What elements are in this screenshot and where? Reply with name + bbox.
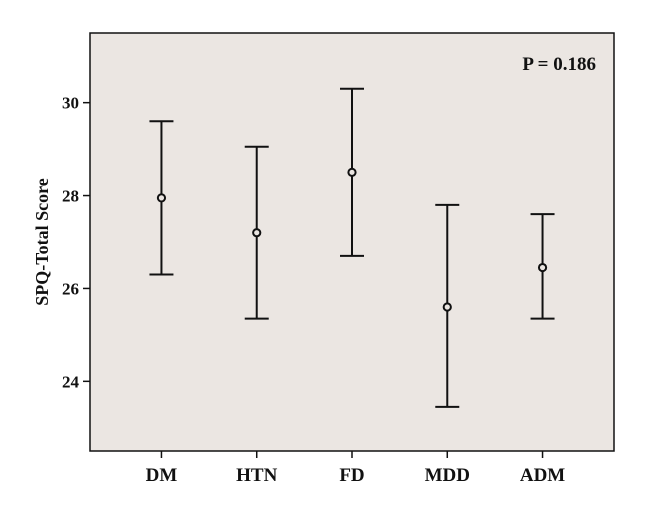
mean-point (156, 193, 167, 203)
p-value-annotation: P = 0.186 (522, 54, 596, 75)
x-tick-label: DM (146, 465, 178, 486)
mean-point (537, 262, 548, 273)
error-bar-mdd (435, 203, 460, 408)
mean-point (442, 302, 452, 312)
x-tick-label: HTN (236, 465, 277, 486)
y-axis: 24 26 28 30 (62, 94, 90, 391)
error-bar-adm (530, 213, 555, 320)
y-tick-label: 26 (62, 279, 79, 298)
mean-point (252, 228, 262, 238)
error-bar-fd (340, 87, 364, 257)
mean-point (347, 167, 357, 177)
error-bars (149, 87, 555, 408)
y-axis-label: SPQ-Total Score (32, 178, 52, 306)
x-tick-label: ADM (520, 465, 565, 486)
x-axis: DM HTN FD MDD ADM (146, 451, 565, 486)
y-tick-label: 28 (62, 187, 79, 206)
y-tick-label: 24 (62, 372, 80, 391)
y-tick-label: 30 (62, 94, 79, 113)
x-tick-label: MDD (425, 465, 470, 486)
x-tick-label: FD (339, 465, 364, 486)
error-bar-dm (149, 120, 174, 276)
error-bar-htn (244, 145, 269, 320)
